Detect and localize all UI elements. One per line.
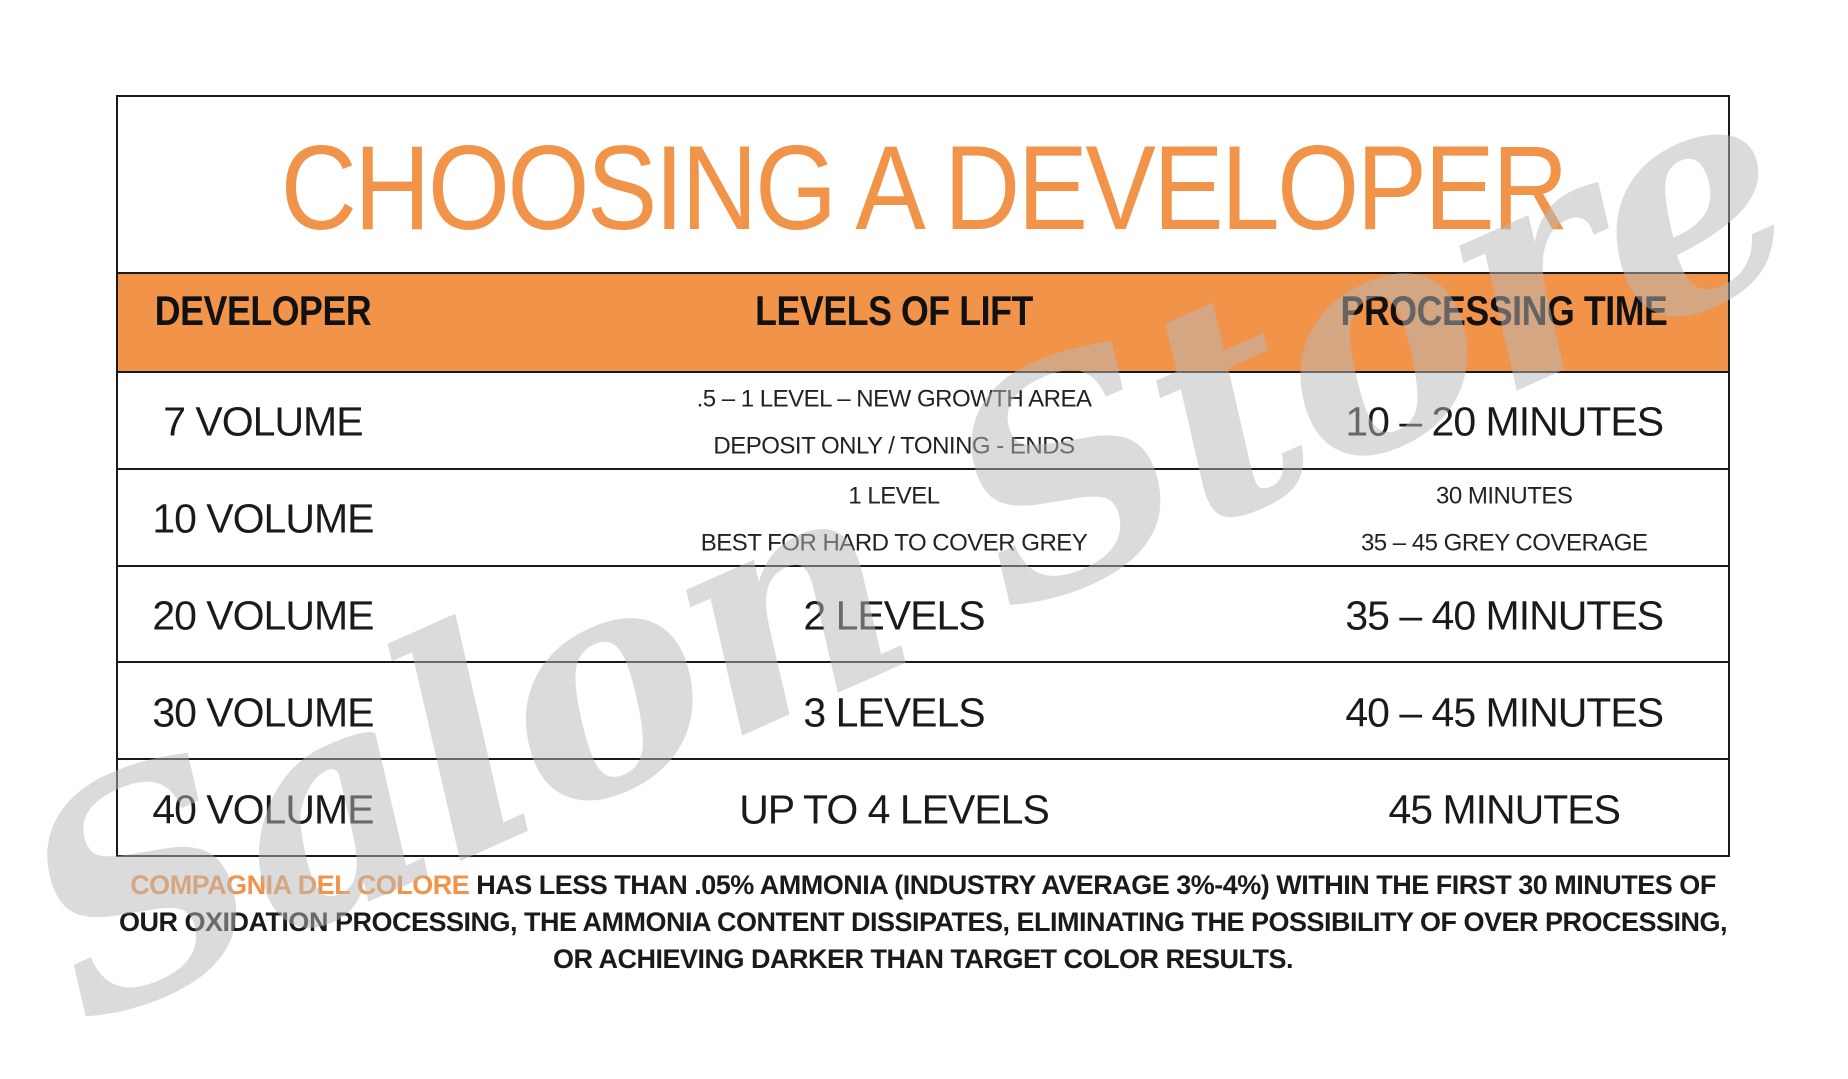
lift-line: UP TO 4 LEVELS <box>739 785 1050 832</box>
column-header-developer: DEVELOPER <box>154 286 372 334</box>
developer-cell: 7 VOLUME <box>163 398 363 445</box>
time-line: 40 – 45 MINUTES <box>1345 689 1664 736</box>
footer-paragraph: COMPAGNIA DEL COLORE HAS LESS THAN .05% … <box>116 867 1730 978</box>
lift-cell: UP TO 4 LEVELS <box>739 785 1050 832</box>
time-line: 10 – 20 MINUTES <box>1345 398 1664 445</box>
time-cell: 10 – 20 MINUTES <box>1345 398 1664 445</box>
brand-name: COMPAGNIA DEL COLORE <box>130 870 470 900</box>
title-area: CHOOSING A DEVELOPER <box>118 97 1728 272</box>
table-row: 40 VOLUME UP TO 4 LEVELS 45 MINUTES <box>118 758 1728 855</box>
table-row: 20 VOLUME 2 LEVELS 35 – 40 MINUTES <box>118 564 1728 662</box>
table-header-row: DEVELOPER LEVELS OF LIFT PROCESSING TIME <box>118 272 1728 371</box>
time-line: 35 – 40 MINUTES <box>1345 592 1664 639</box>
lift-line: BEST FOR HARD TO COVER GREY <box>700 529 1088 557</box>
time-line: 45 MINUTES <box>1388 785 1620 832</box>
table-row: 30 VOLUME 3 LEVELS 40 – 45 MINUTES <box>118 661 1728 758</box>
time-cell: 40 – 45 MINUTES <box>1345 689 1664 736</box>
developer-cell: 20 VOLUME <box>152 592 374 639</box>
lift-line: DEPOSIT ONLY / TONING - ENDS <box>713 432 1075 460</box>
footer-line: OR ACHIEVING DARKER THAN TARGET COLOR RE… <box>552 944 1294 974</box>
lift-line: 2 LEVELS <box>803 592 985 639</box>
developer-chart-table: CHOOSING A DEVELOPER DEVELOPER LEVELS OF … <box>116 95 1730 857</box>
lift-cell: 1 LEVEL BEST FOR HARD TO COVER GREY <box>700 482 1088 557</box>
developer-cell: 10 VOLUME <box>152 495 374 542</box>
table-row: 10 VOLUME 1 LEVEL BEST FOR HARD TO COVER G… <box>118 467 1728 565</box>
time-cell: 35 – 40 MINUTES <box>1345 592 1664 639</box>
time-line: 30 MINUTES <box>1436 482 1573 510</box>
lift-cell: .5 – 1 LEVEL – NEW GROWTH AREA DEPOSIT ON… <box>696 385 1092 460</box>
time-cell: 45 MINUTES <box>1388 785 1620 832</box>
lift-line: 1 LEVEL <box>848 482 940 510</box>
footer-line1-text: HAS LESS THAN .05% AMMONIA (INDUSTRY AVE… <box>469 870 1716 900</box>
lift-line: 3 LEVELS <box>803 689 985 736</box>
time-cell: 30 MINUTES 35 – 45 GREY COVERAGE <box>1360 482 1648 557</box>
footer-line: OUR OXIDATION PROCESSING, THE AMMONIA CO… <box>118 907 1728 937</box>
column-header-processing-time: PROCESSING TIME <box>1340 286 1668 334</box>
table-row: 7 VOLUME .5 – 1 LEVEL – NEW GROWTH AREA DE… <box>118 371 1728 468</box>
lift-cell: 3 LEVELS <box>803 689 985 736</box>
page-title: CHOOSING A DEVELOPER <box>280 120 1568 255</box>
column-header-levels-of-lift: LEVELS OF LIFT <box>755 286 1033 334</box>
lift-line: .5 – 1 LEVEL – NEW GROWTH AREA <box>696 385 1092 413</box>
footer-line: COMPAGNIA DEL COLORE HAS LESS THAN .05% … <box>116 867 1730 904</box>
developer-cell: 30 VOLUME <box>152 689 374 736</box>
lift-cell: 2 LEVELS <box>803 592 985 639</box>
developer-cell: 40 VOLUME <box>152 785 374 832</box>
time-line: 35 – 45 GREY COVERAGE <box>1360 529 1648 557</box>
